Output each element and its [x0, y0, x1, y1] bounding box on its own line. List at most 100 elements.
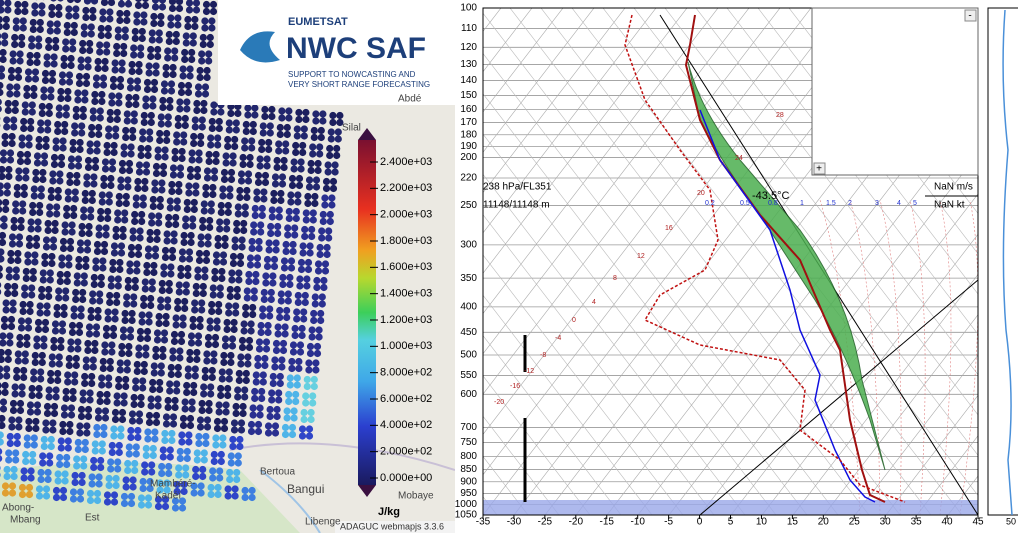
dot: [54, 477, 62, 485]
dot-cluster: [318, 227, 333, 242]
dot-cluster: [33, 152, 49, 167]
dot: [172, 220, 180, 229]
pressure-label: 190: [460, 141, 477, 152]
dot: [315, 326, 323, 334]
dot: [174, 21, 182, 29]
dot: [108, 348, 116, 356]
dot: [183, 447, 191, 456]
dot: [220, 358, 228, 367]
dot-cluster: [0, 431, 4, 446]
dot: [69, 394, 77, 403]
dot-cluster: [234, 203, 249, 218]
dot: [0, 238, 7, 247]
dot-cluster: [243, 287, 258, 302]
dot: [313, 276, 321, 285]
dot: [280, 156, 288, 165]
dot-cluster: [173, 480, 188, 496]
dot: [77, 412, 86, 421]
dot: [202, 249, 211, 258]
dot: [158, 462, 166, 471]
dot: [48, 76, 57, 85]
dot: [7, 73, 16, 82]
dot-cluster: [128, 410, 144, 425]
mixing-label: 24: [735, 155, 743, 162]
dot: [0, 22, 3, 31]
dot: [257, 228, 265, 236]
dot: [26, 58, 34, 67]
dot: [45, 393, 53, 401]
dot: [261, 171, 270, 180]
dot: [301, 298, 309, 307]
dot-cluster: [321, 194, 336, 209]
inset-expand-label[interactable]: +: [816, 164, 822, 175]
dot: [162, 319, 170, 328]
dot: [243, 186, 251, 195]
temperature-label: -30: [507, 517, 522, 528]
dot: [333, 151, 341, 160]
dot: [129, 227, 137, 235]
dot: [249, 127, 257, 136]
dry-adiabat: [483, 133, 777, 515]
dot: [30, 441, 38, 449]
dot-cluster: [0, 48, 7, 64]
dot: [14, 0, 22, 9]
dot: [258, 387, 266, 396]
dot: [310, 382, 318, 391]
dot-cluster: [59, 237, 75, 253]
dot: [0, 248, 5, 256]
dot-cluster: [119, 326, 135, 341]
dot: [269, 272, 277, 280]
dot-cluster: [207, 134, 222, 149]
dot: [115, 382, 123, 391]
dot-cluster: [118, 159, 134, 175]
dot: [183, 198, 191, 207]
inset-minimize-label[interactable]: -: [968, 11, 971, 22]
dot: [208, 17, 216, 25]
mixing-label: 28: [776, 112, 784, 119]
dot-cluster: [300, 408, 315, 424]
inset-expand[interactable]: [813, 162, 826, 175]
dot: [0, 339, 7, 347]
dot: [6, 156, 15, 164]
dot: [191, 123, 199, 131]
dot: [307, 166, 315, 175]
dot: [33, 401, 42, 409]
dot-cluster: [306, 342, 322, 358]
dot: [48, 252, 56, 261]
dot: [83, 429, 91, 437]
dot: [244, 111, 252, 119]
dot: [87, 213, 95, 221]
dot: [133, 367, 141, 376]
dot: [177, 271, 185, 280]
isotherm: [699, 153, 978, 515]
dot: [3, 116, 11, 124]
dot-cluster: [148, 29, 163, 44]
dot: [3, 465, 11, 474]
dot-cluster: [45, 386, 60, 401]
dot: [25, 417, 33, 426]
dot-cluster: [34, 318, 50, 334]
dot: [1, 32, 9, 40]
inset-minimize[interactable]: [964, 9, 977, 22]
dot: [205, 50, 213, 58]
dot: [0, 98, 2, 106]
dot: [259, 129, 267, 137]
dot: [0, 348, 5, 357]
map[interactable]: EUMETSAT NWC SAF SUPPORT TO NOWCASTING A…: [0, 0, 455, 533]
dot: [46, 269, 54, 277]
mixing-line: [959, 199, 978, 515]
dot: [136, 234, 144, 242]
dot-cluster: [60, 54, 75, 70]
dot: [184, 22, 192, 31]
dot: [0, 282, 2, 288]
dot-cluster: [97, 207, 112, 223]
dot: [96, 290, 104, 298]
dot: [251, 204, 259, 213]
dot: [6, 90, 14, 98]
dot: [18, 33, 26, 42]
dot: [96, 390, 104, 399]
dot-cluster: [91, 90, 106, 106]
dot-cluster: [288, 174, 304, 190]
dot: [8, 482, 17, 490]
dot: [287, 264, 296, 272]
